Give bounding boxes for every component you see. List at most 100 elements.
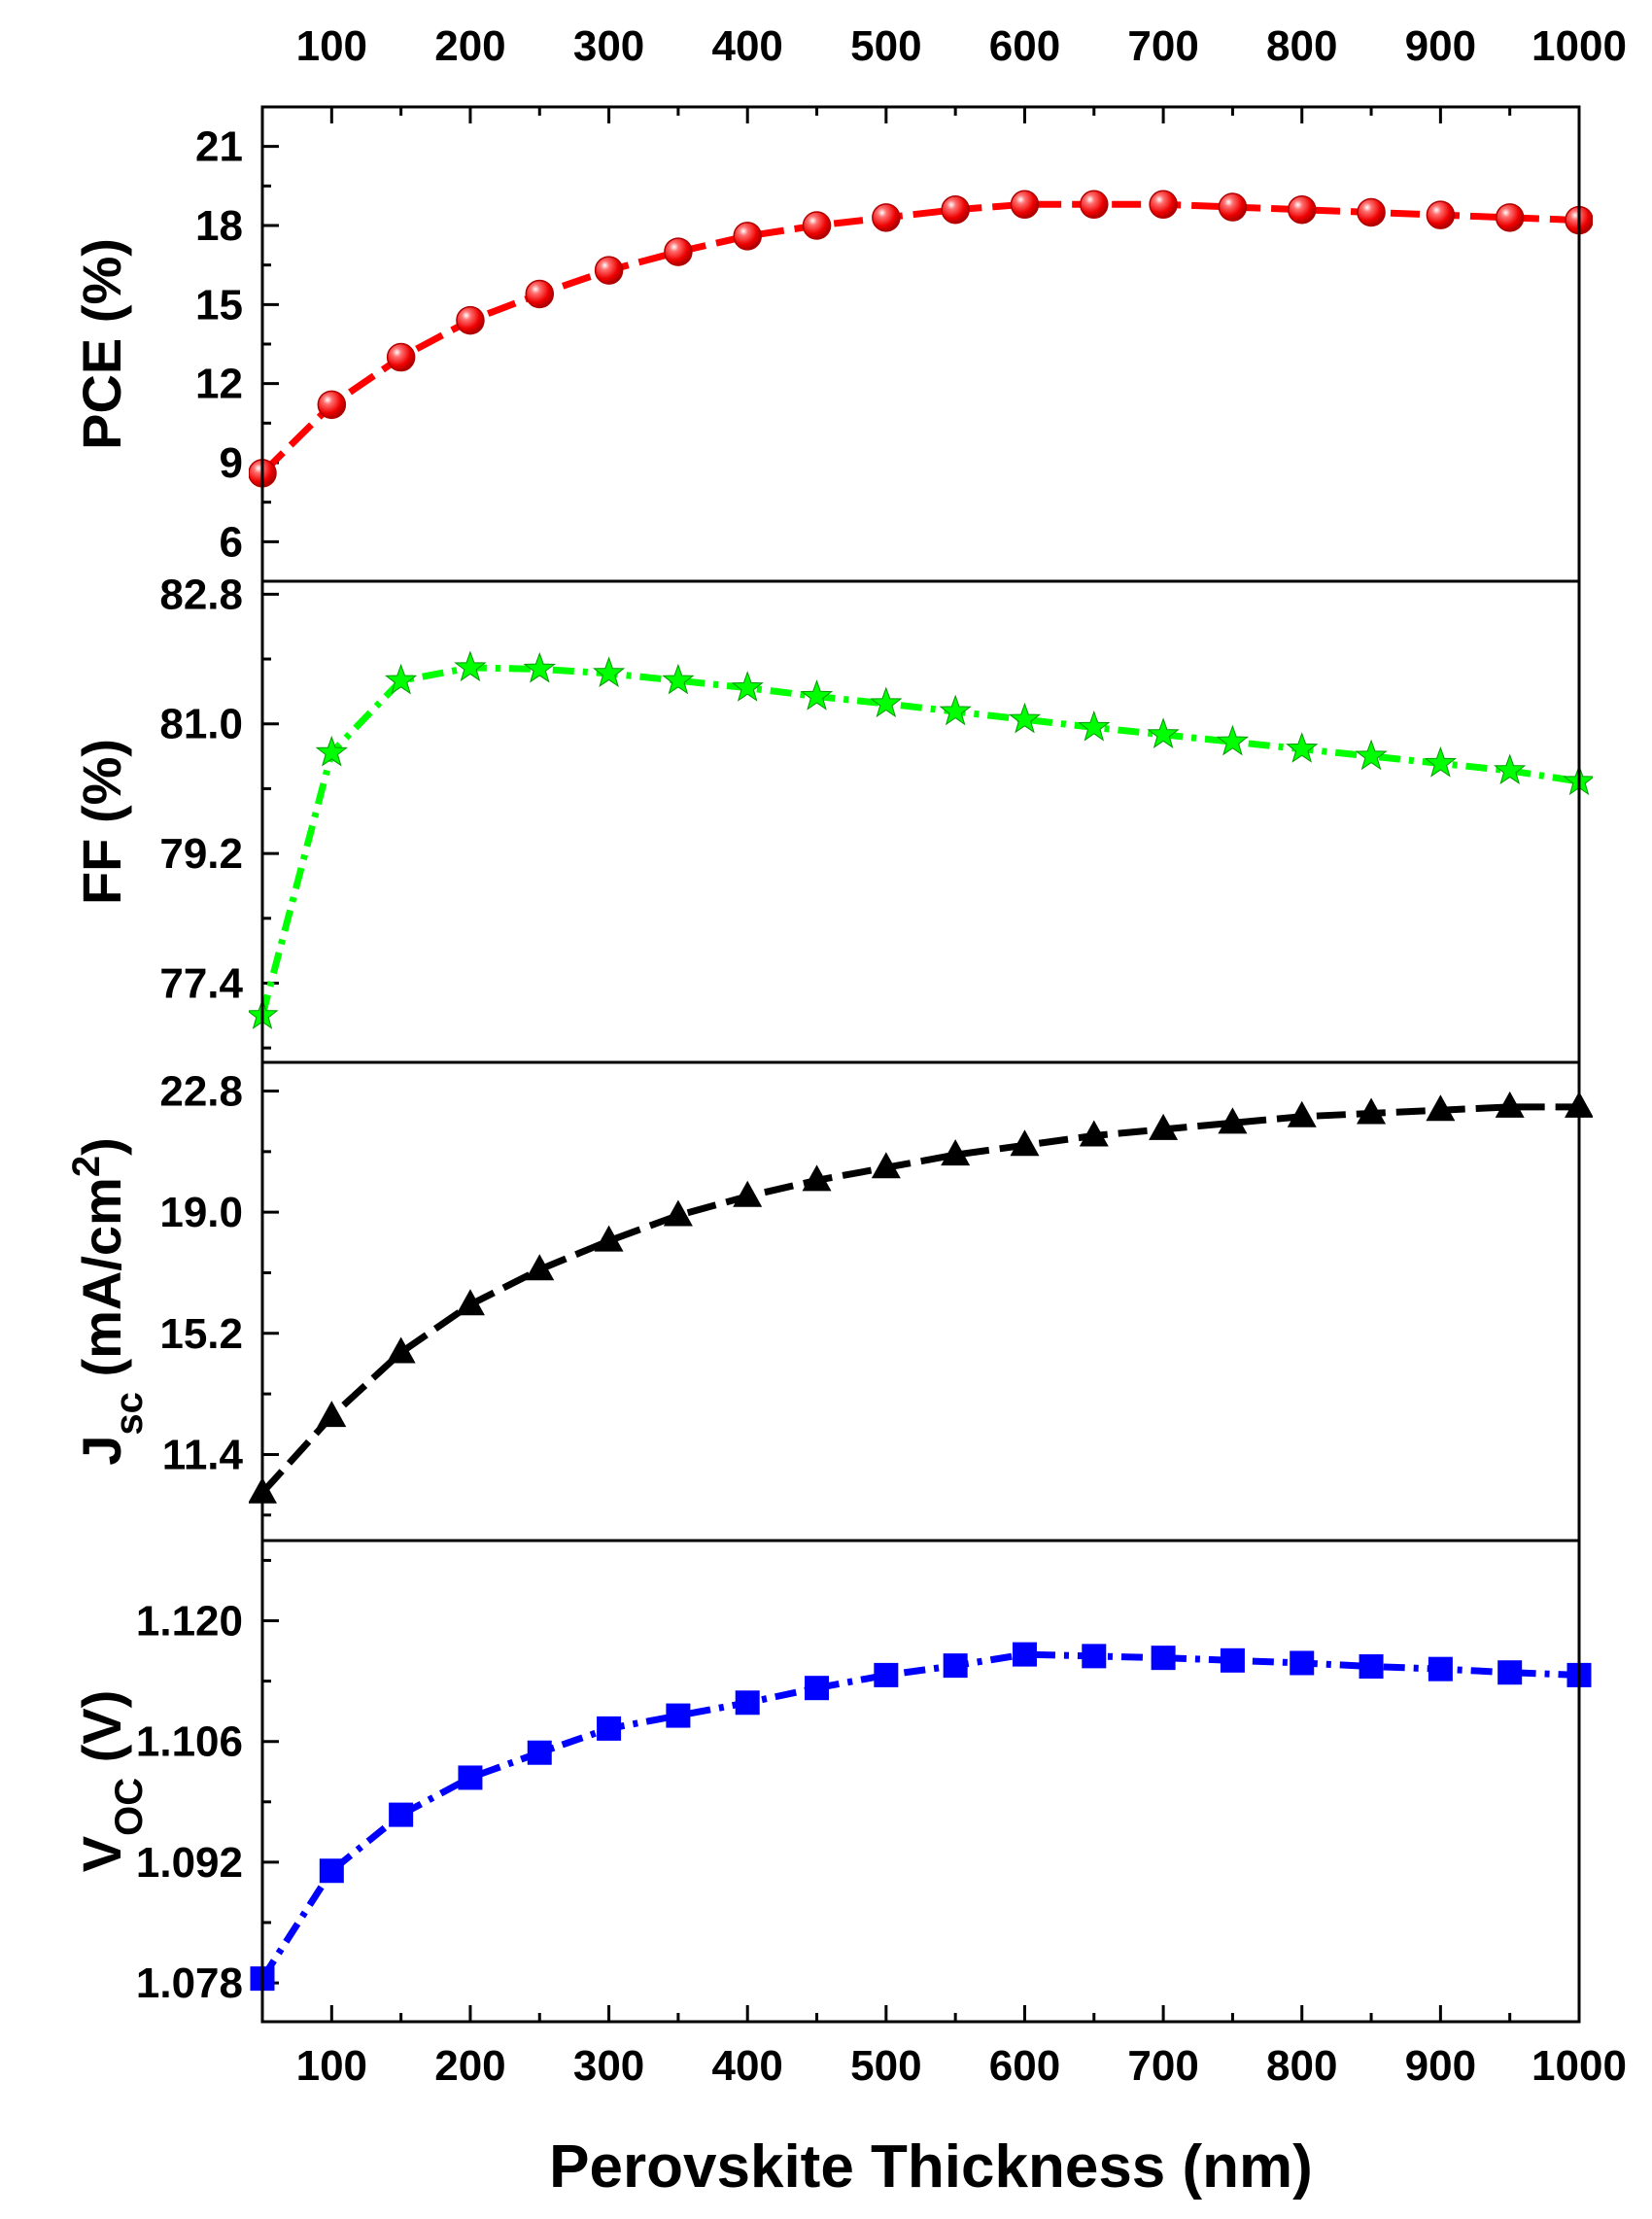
top-x-tick-label: 500 <box>850 22 921 70</box>
top-x-tick-label: 400 <box>711 22 782 70</box>
bottom-x-tick-label: 600 <box>989 2042 1060 2090</box>
top-x-tick-label: 800 <box>1266 22 1337 70</box>
y-axis-title-part: V <box>71 1836 132 1872</box>
panel-frame <box>260 1060 1581 1543</box>
data-point <box>1426 200 1456 229</box>
data-point <box>1286 732 1319 763</box>
y-axis-title: FF (%) <box>71 739 132 905</box>
data-point <box>1010 1129 1040 1157</box>
y-axis-title-part: FF (%) <box>71 739 132 905</box>
panel-frame <box>260 1539 1581 2024</box>
data-point <box>319 1858 344 1884</box>
data-point <box>386 1336 416 1364</box>
data-point <box>1220 1647 1245 1673</box>
data-point <box>733 1180 763 1207</box>
data-point <box>731 671 764 702</box>
top-x-tick-label: 300 <box>573 22 644 70</box>
y-tick-label: 18 <box>195 202 243 250</box>
series-markers <box>249 190 1593 488</box>
bottom-x-tick-label: 200 <box>434 2042 505 2090</box>
data-point <box>384 663 418 695</box>
data-point <box>594 1225 624 1252</box>
y-tick-label: 77.4 <box>159 959 243 1007</box>
series-line <box>259 1650 1580 1981</box>
y-axis-title: Jsc (mA/cm2) <box>65 1137 151 1466</box>
data-point <box>802 211 832 240</box>
data-point <box>454 650 487 682</box>
data-point <box>1290 1650 1315 1676</box>
data-point <box>455 1289 485 1316</box>
data-point <box>1287 1100 1317 1127</box>
data-point <box>1495 203 1525 232</box>
data-point <box>874 1662 899 1687</box>
data-point <box>1079 1120 1109 1147</box>
data-point <box>800 679 834 711</box>
top-x-tick-label: 900 <box>1405 22 1476 70</box>
bottom-x-tick-label: 100 <box>296 2042 367 2090</box>
data-point <box>1497 1660 1523 1685</box>
data-point <box>871 1152 901 1179</box>
y-axis-title-part: (mA/cm <box>71 1177 132 1392</box>
data-point <box>1218 1107 1248 1134</box>
bottom-x-axis: 100 200 300 400 500 600 700 800 900 1000 <box>260 2005 1627 2090</box>
data-point <box>943 1653 968 1679</box>
y-axis-title-part: (V) <box>71 1690 132 1778</box>
data-point <box>941 194 970 225</box>
y-tick-label: 22.8 <box>159 1068 243 1116</box>
data-point <box>527 1740 552 1765</box>
series-line <box>259 200 1580 476</box>
data-point <box>1149 1113 1179 1140</box>
y-axis-title-part: J <box>71 1436 132 1466</box>
y-tick-label: 81.0 <box>159 701 243 748</box>
top-x-tick-label: 700 <box>1127 22 1198 70</box>
data-point <box>1424 746 1458 778</box>
data-point <box>666 1703 691 1728</box>
panel-pce: 6 9 12 15 18 21 PCE (%) <box>71 105 1593 583</box>
data-point <box>1149 190 1178 220</box>
data-point <box>805 1676 830 1701</box>
y-tick-label: 12 <box>195 361 243 408</box>
data-point <box>662 663 695 695</box>
panel-frame <box>260 579 1581 1064</box>
data-point <box>939 694 972 726</box>
series-line <box>259 1103 1579 1496</box>
y-tick-label: 11.4 <box>162 1431 244 1478</box>
bottom-x-tick-label: 1000 <box>1532 2042 1627 2090</box>
bottom-x-tick-label: 900 <box>1405 2042 1476 2090</box>
y-tick-label: 6 <box>220 518 243 566</box>
panel-voc: 1.078 1.092 1.106 1.120 VOC (V) <box>71 1539 1592 2024</box>
data-point <box>389 1802 414 1827</box>
y-axis-title: PCE (%) <box>71 238 132 450</box>
panels-group: 6 9 12 15 18 21 PCE (%) 77.4 79.2 81.0 82.8 FF (%) 1… <box>65 105 1593 2024</box>
data-point <box>317 1401 347 1428</box>
bottom-x-tick-label: 300 <box>573 2042 644 2090</box>
top-x-tick-label: 1000 <box>1532 22 1627 70</box>
y-axis-title-part: OC <box>108 1778 151 1836</box>
bottom-x-tick-label: 400 <box>711 2042 782 2090</box>
series-markers <box>249 1091 1593 1504</box>
data-point <box>1082 1644 1107 1669</box>
y-tick-label: 9 <box>220 439 243 487</box>
y-axis-title-part: 2 <box>65 1156 108 1177</box>
y-tick-label: 82.8 <box>159 571 243 618</box>
data-point <box>1426 1094 1456 1122</box>
data-point <box>525 1254 555 1281</box>
data-point <box>317 390 347 420</box>
x-axis-title: Perovskite Thickness (nm) <box>549 2133 1313 2201</box>
data-point <box>870 686 903 718</box>
data-point <box>386 342 416 372</box>
data-point <box>941 1139 971 1166</box>
data-point <box>1355 739 1388 771</box>
y-axis-title: VOC (V) <box>71 1690 151 1873</box>
data-point <box>872 203 901 232</box>
data-point <box>1216 724 1250 756</box>
series-markers <box>250 1642 1592 1992</box>
series-line <box>258 664 1580 1017</box>
data-point <box>1008 702 1042 734</box>
data-point <box>1357 197 1386 227</box>
y-tick-label: 21 <box>195 123 243 171</box>
data-point <box>458 1765 483 1790</box>
panel-ff: 77.4 79.2 81.0 82.8 FF (%) <box>71 571 1593 1064</box>
